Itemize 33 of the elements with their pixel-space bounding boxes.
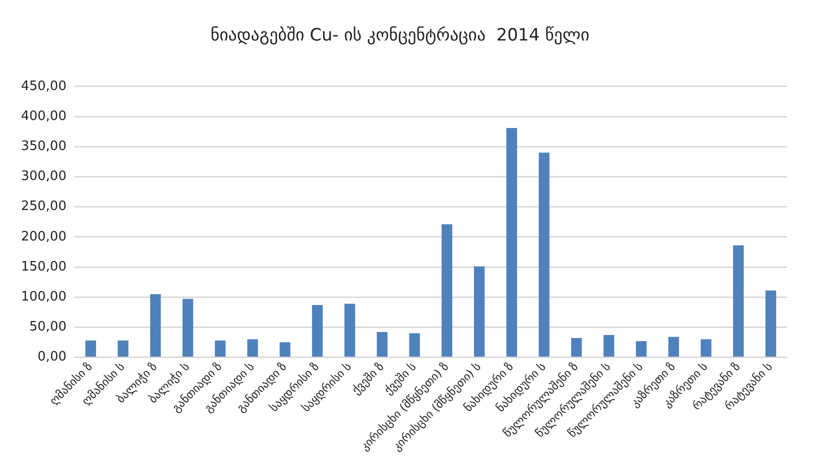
bar (150, 294, 161, 357)
bar (344, 304, 356, 357)
bar (733, 245, 744, 357)
y-tick-label: 400,00 (20, 108, 66, 124)
y-tick-label: 100,00 (20, 289, 66, 304)
bar (409, 333, 420, 357)
bar (280, 342, 290, 357)
bar (538, 152, 550, 357)
bar (765, 290, 776, 357)
bar (182, 298, 194, 357)
bar (214, 340, 226, 357)
bar (118, 340, 128, 357)
bar (636, 341, 647, 357)
y-tick-label: 200,00 (20, 229, 66, 244)
bar (668, 336, 679, 357)
y-tick-label: 0,00 (38, 350, 66, 365)
y-tick-label: 450,00 (20, 78, 66, 94)
bar (474, 266, 485, 357)
y-tick-label: 250,00 (20, 199, 66, 214)
bar (506, 128, 518, 357)
bar (700, 339, 712, 357)
y-tick-label: 300,00 (20, 169, 66, 184)
y-tick-label: 150,00 (20, 259, 66, 274)
bar (312, 304, 323, 357)
y-tick-label: 350,00 (20, 138, 66, 154)
chart-title: ნიადაგებში Cu- ის კონცენტრაცია 2014 წელი (210, 26, 590, 46)
bar (376, 332, 388, 357)
bar (604, 335, 614, 357)
bar (571, 338, 582, 357)
bar (247, 339, 258, 357)
bar (85, 340, 96, 357)
bar (442, 224, 452, 357)
y-tick-label: 50,00 (29, 320, 66, 335)
